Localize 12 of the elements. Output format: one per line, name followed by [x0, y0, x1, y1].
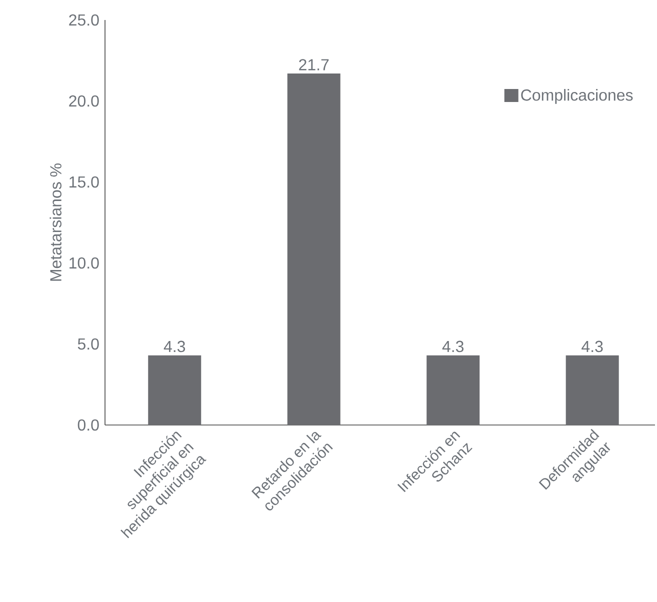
data-label: 21.7 — [299, 59, 329, 70]
data-label: 4.3 — [164, 340, 186, 352]
y-tick-label: 15.0 — [70, 176, 99, 188]
y-axis-title: Metatarsianos % — [50, 164, 62, 281]
y-tick-label: 10.0 — [70, 257, 99, 269]
data-label: 4.3 — [442, 340, 464, 352]
y-tick-label: 0.0 — [78, 419, 99, 431]
y-tick-label: 20.0 — [69, 95, 99, 107]
legend-label: Complicaciones — [521, 88, 633, 104]
data-label: 4.3 — [582, 340, 603, 352]
y-tick-label: 5.0 — [78, 338, 99, 350]
y-tick-label: 25.0 — [69, 14, 99, 26]
